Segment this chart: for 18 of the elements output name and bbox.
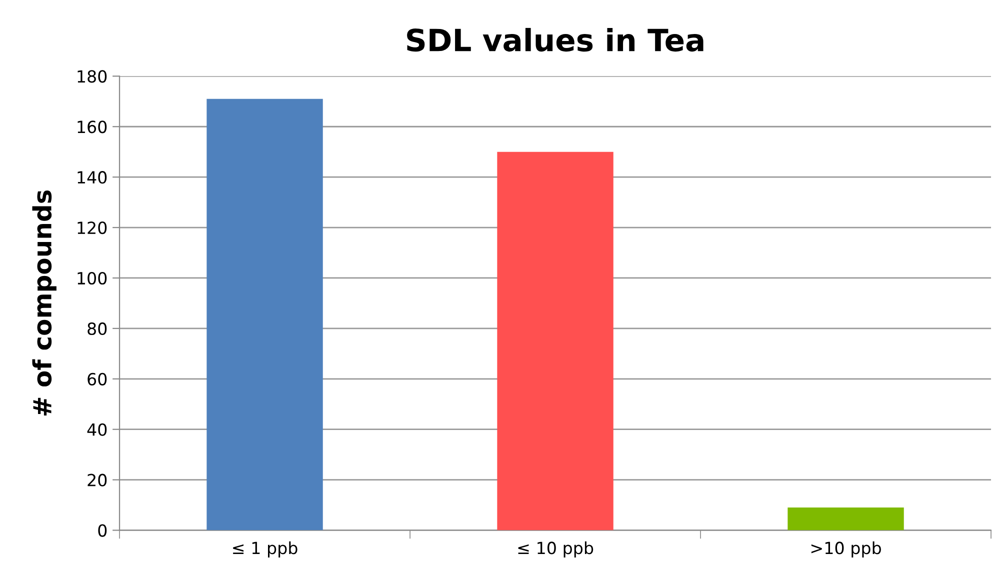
y-axis-title: # of compounds <box>32 190 56 416</box>
y-tick-label: 180 <box>78 70 107 83</box>
x-tick-label: ≤ 1 ppb <box>233 541 298 558</box>
x-tick-label: >10 ppb <box>811 541 881 558</box>
y-tick-label: 120 <box>78 221 107 234</box>
x-tick-label: ≤ 10 ppb <box>518 541 594 558</box>
y-tick-label: 160 <box>78 120 107 134</box>
y-tick-label: 80 <box>88 322 107 336</box>
chart-title: SDL values in Tea <box>407 28 704 52</box>
y-tick-label: 20 <box>88 474 107 486</box>
bar <box>206 98 323 530</box>
y-tick-label: 60 <box>88 372 107 386</box>
y-tick-label: 140 <box>78 171 107 184</box>
y-tick-label: 100 <box>78 272 107 285</box>
bar <box>788 508 904 530</box>
y-tick-label: 0 <box>98 524 107 537</box>
bar <box>497 152 614 530</box>
y-tick-label: 40 <box>87 423 107 436</box>
